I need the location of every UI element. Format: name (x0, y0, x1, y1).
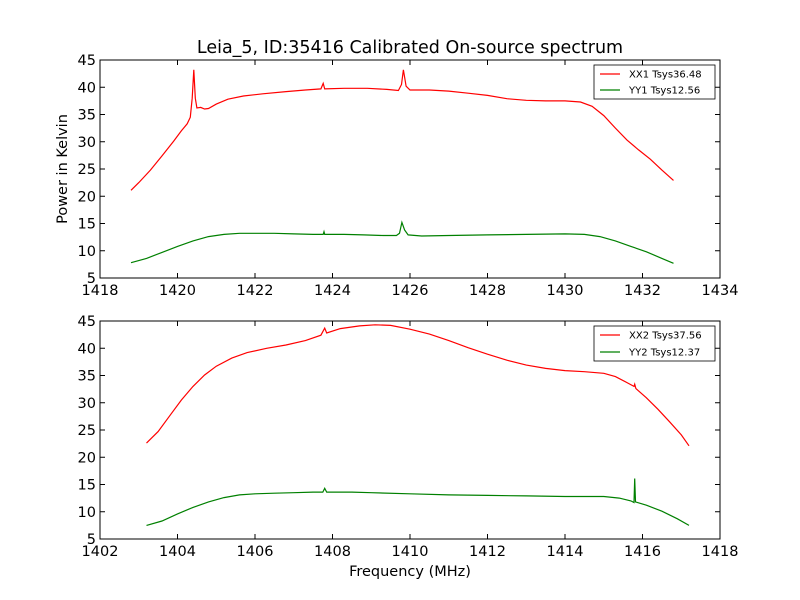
series-line-xx2 (146, 324, 690, 447)
y-tick-label: 35 (78, 108, 96, 124)
y-tick-label: 15 (78, 217, 96, 233)
legend-label-yy1: YY1 Tsys12.56 (628, 86, 700, 97)
x-tick-label: 1420 (159, 283, 196, 299)
y-tick-label: 45 (78, 314, 96, 330)
x-tick-labels: 1418 1420 1422 1424 1426 1428 1430 1432 … (82, 283, 739, 299)
legend: XX2 Tsys37.56 YY2 Tsys12.37 (593, 325, 716, 362)
x-tick-label: 1406 (237, 544, 274, 560)
legend-box (593, 325, 716, 362)
x-axis-label: Frequency (MHz) (349, 564, 471, 580)
legend-box (593, 64, 716, 100)
x-tick-label: 1418 (702, 544, 739, 560)
y-tick-label: 10 (78, 505, 96, 521)
x-tick-label: 1422 (237, 283, 274, 299)
y-tick-label: 30 (78, 135, 96, 151)
y-tick-labels: 5 10 15 20 25 30 35 40 45 (78, 53, 96, 287)
series-line-yy1 (130, 220, 674, 264)
y-tick-label: 35 (78, 369, 96, 385)
series-group (146, 324, 690, 526)
y-tick-label: 15 (78, 478, 96, 494)
x-tick-label: 1410 (392, 544, 429, 560)
y-tick-label: 20 (78, 450, 96, 466)
y-tick-label: 20 (78, 189, 96, 205)
series-line-yy2 (146, 478, 690, 526)
y-tick-label: 10 (78, 244, 96, 260)
y-tick-label: 40 (78, 80, 96, 96)
legend: XX1 Tsys36.48 YY1 Tsys12.56 (593, 64, 716, 100)
y-tick-label: 30 (78, 396, 96, 412)
x-tick-label: 1414 (547, 544, 584, 560)
y-tick-label: 25 (78, 162, 96, 178)
y-tick-labels: 5 10 15 20 25 30 35 40 45 (78, 314, 96, 548)
x-tick-label: 1418 (82, 283, 119, 299)
x-tick-label: 1424 (314, 283, 351, 299)
x-tick-label: 1412 (469, 544, 506, 560)
series-group (130, 69, 674, 264)
legend-label-xx1: XX1 Tsys36.48 (629, 70, 702, 81)
series-line-xx1 (130, 69, 674, 191)
x-tick-label: 1416 (624, 544, 661, 560)
y-tick-label: 40 (78, 341, 96, 357)
y-tick-label: 25 (78, 423, 96, 439)
y-tick-label: 5 (87, 271, 96, 287)
plot-frame (99, 59, 721, 279)
x-tick-label: 1434 (702, 283, 739, 299)
x-tick-label: 1408 (314, 544, 351, 560)
y-tick-label: 45 (78, 53, 96, 69)
y-axis-label: Power in Kelvin (55, 114, 71, 224)
top-subplot: Leia_5, ID:35416 Calibrated On-source sp… (55, 38, 738, 299)
legend-label-xx2: XX2 Tsys37.56 (629, 331, 702, 342)
x-tick-label: 1432 (624, 283, 661, 299)
plot-frame (99, 320, 721, 540)
chart-title: Leia_5, ID:35416 Calibrated On-source sp… (197, 38, 623, 58)
x-tick-label: 1426 (392, 283, 429, 299)
legend-label-yy2: YY2 Tsys12.37 (628, 348, 700, 359)
x-tick-labels: 1402 1404 1406 1408 1410 1412 1414 1416 … (82, 544, 739, 560)
x-tick-label: 1404 (159, 544, 196, 560)
x-tick-label: 1430 (547, 283, 584, 299)
x-tick-label: 1402 (82, 544, 119, 560)
bottom-subplot: Frequency (MHz) 1402 1404 1406 1408 1410… (78, 314, 739, 580)
y-tick-label: 5 (87, 532, 96, 548)
x-tick-label: 1428 (469, 283, 506, 299)
